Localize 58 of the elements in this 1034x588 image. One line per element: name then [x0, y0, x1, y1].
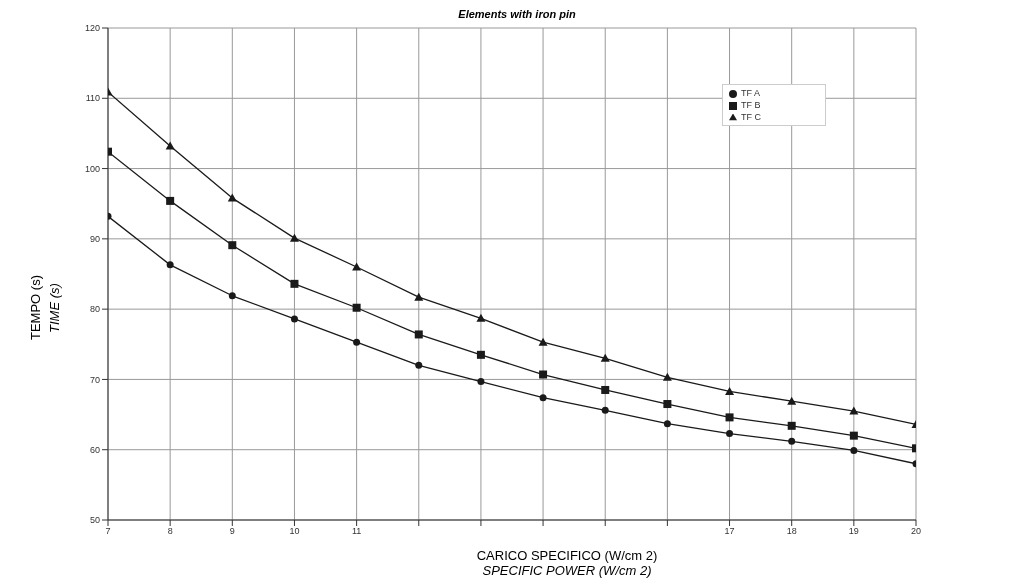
- y-axis-title: TEMPO (s) TIME (s): [28, 274, 62, 343]
- point: [477, 378, 485, 386]
- point: [415, 361, 423, 369]
- point: [788, 437, 796, 445]
- x-tick-label: 10: [289, 526, 300, 537]
- legend-label: TF C: [741, 112, 761, 122]
- chart-title: Elements with iron pin: [457, 8, 577, 20]
- point: [476, 350, 485, 359]
- x-axis-title: CARICO SPECIFICO (W/cm 2) SPECIFIC POWER (W/cm 2): [475, 548, 659, 578]
- y-tick-label: 50: [89, 515, 100, 526]
- y-tick-label: 70: [89, 374, 100, 385]
- point: [228, 241, 237, 250]
- x-tick-label: 7: [105, 526, 111, 537]
- x-tick-label: 18: [786, 526, 797, 537]
- point: [601, 406, 609, 414]
- y-tick-label: 100: [84, 163, 100, 174]
- point: [165, 141, 175, 150]
- point: [850, 446, 858, 454]
- y-tick-label: 110: [85, 93, 100, 104]
- point: [414, 330, 423, 339]
- point: [228, 292, 236, 300]
- point: [725, 413, 734, 422]
- point: [352, 303, 361, 312]
- point: [787, 396, 797, 405]
- point: [289, 233, 299, 242]
- point: [725, 386, 735, 395]
- point: [353, 338, 361, 346]
- point: [539, 370, 548, 379]
- point: [290, 315, 298, 323]
- point: [476, 313, 486, 322]
- x-tick-label: 9: [229, 526, 235, 537]
- point: [663, 420, 671, 428]
- point: [726, 430, 734, 438]
- point: [601, 385, 610, 394]
- y-tick-label: 80: [89, 304, 100, 315]
- y-tick-label: 90: [89, 234, 100, 245]
- point: [539, 394, 547, 402]
- point: [600, 353, 610, 362]
- point: [849, 406, 859, 415]
- point: [787, 421, 796, 430]
- point: [166, 196, 175, 205]
- legend-label: TF A: [741, 88, 761, 98]
- point: [663, 400, 672, 409]
- point: [227, 193, 237, 202]
- x-tick-label: 20: [910, 526, 922, 537]
- legend-label: TF B: [741, 100, 761, 110]
- x-tick-label: 17: [724, 526, 735, 537]
- point: [290, 279, 299, 288]
- y-tick-label: 60: [89, 444, 100, 455]
- point: [849, 431, 858, 440]
- point: [662, 372, 672, 381]
- y-tick-label: 120: [84, 23, 100, 34]
- point: [538, 337, 548, 346]
- x-tick-label: 19: [848, 526, 859, 537]
- x-tick-label: 11: [351, 526, 362, 537]
- x-tick-label: 8: [167, 526, 173, 537]
- point: [166, 261, 174, 269]
- point: [414, 292, 424, 301]
